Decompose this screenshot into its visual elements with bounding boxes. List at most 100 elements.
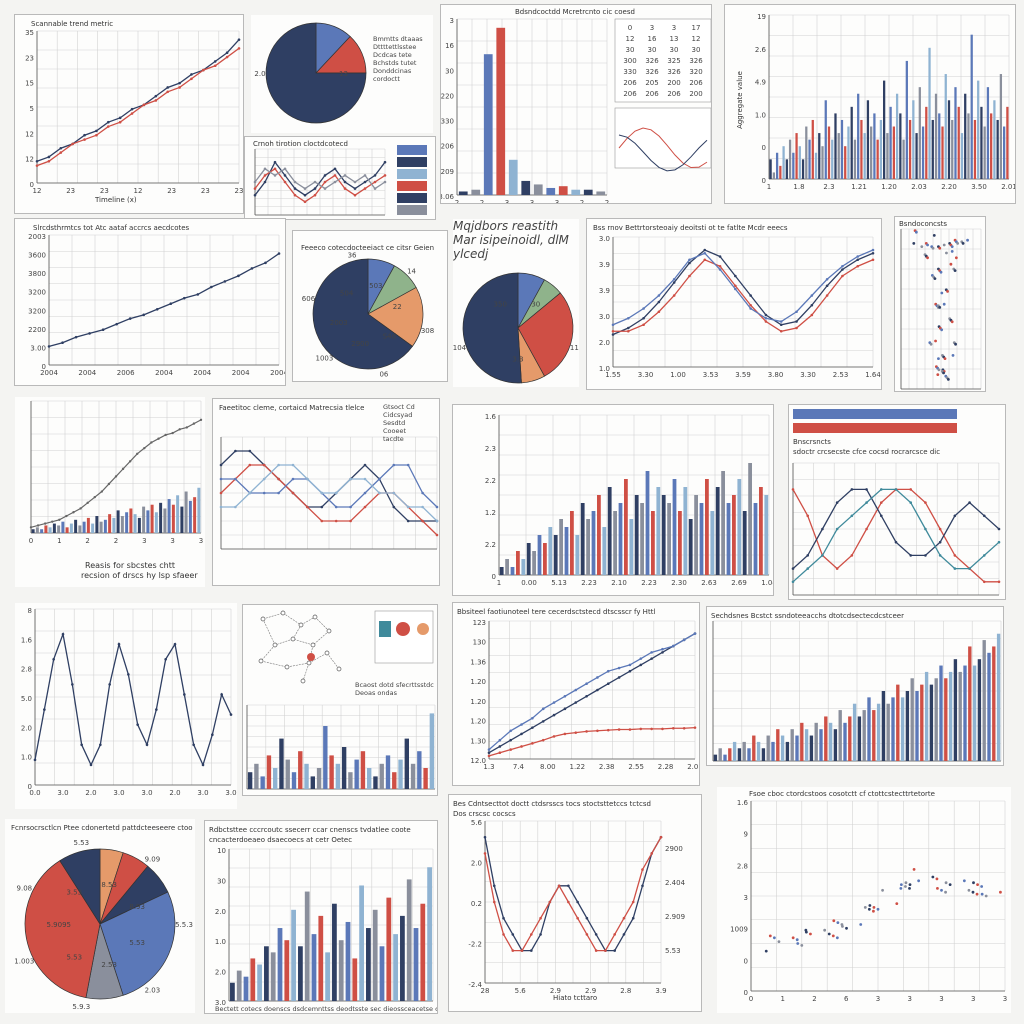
data-point [323,174,327,177]
bar [35,527,39,533]
data-point [511,933,515,936]
data-point [373,180,377,184]
bar [570,511,574,575]
data-point [334,491,338,495]
data-point [574,688,578,692]
data-point [563,732,567,736]
data-point [541,707,545,711]
data-point [59,151,63,154]
bar [298,946,303,1001]
data-point [373,187,377,190]
series-line-C [221,464,438,508]
data-point [130,112,134,115]
bar [980,106,983,179]
data-point [353,180,357,184]
table-cell: 12 [626,35,635,43]
data-point [406,505,410,509]
data-point [688,274,691,278]
bar [645,471,650,575]
data-point [190,77,193,81]
data-point [894,540,898,544]
bar [694,495,698,575]
chart-c17: 123 130 1.36 1.20 1.20 1.20 1.30 12.01.3 7.4 8.00… [470,619,699,771]
data-point [155,307,159,311]
y-tick-label: 0 [492,573,496,581]
bar [963,665,967,761]
scatter-point [936,373,940,376]
data-point [968,567,971,570]
bar [583,189,593,195]
network-edge [260,644,276,662]
data-point [626,326,630,330]
x-tick-label: 2.9 [550,987,561,995]
pie-label: 5.53 [74,839,90,847]
data-point [871,248,875,252]
data-point [277,463,280,467]
data-point [392,491,396,495]
series-line-A [254,160,386,196]
scatter-point [914,230,918,234]
scatter-point [954,342,957,346]
chart-c20: 8.53 9.09 8.93 5.5.3 5.53 2.03 2.53 5.9.3 5.53 1.… [14,839,193,1011]
bar [1006,106,1009,179]
y-tick-label: 1.0 [599,365,610,373]
bar [987,652,991,761]
table-cell: 3 [672,24,676,32]
legend-item: Bchstds tutet [373,59,417,67]
data-point [997,540,1001,544]
x-tick-label: 3 [505,199,509,203]
pie-label: 22 [393,303,402,311]
bar [417,751,422,789]
scatter-point [999,890,1002,894]
data-point [865,488,868,491]
bar [163,508,167,533]
data-point [435,519,439,523]
data-point [879,488,883,491]
bar [112,517,116,533]
x-tick-label: 2.01 [1001,183,1015,191]
bar [393,934,398,1001]
bar [847,126,850,179]
data-point [810,303,814,307]
bar [496,27,506,195]
data-point [953,567,957,570]
data-point [196,293,200,296]
x-tick-label: 2.01 [687,763,699,771]
data-point [924,501,927,504]
chart-c12 [219,436,439,550]
data-point [613,949,616,952]
bar [902,139,905,179]
pie-label: 504 [340,290,354,298]
network-edge [302,662,310,682]
x-tick-label: 3.30 [638,371,654,379]
bar [850,106,853,179]
data-point [155,708,158,711]
bar [586,519,590,575]
data-point [334,505,338,509]
bar [710,511,715,575]
bar [742,741,746,761]
scatter-point [956,242,960,245]
bar [273,768,278,789]
bar [564,527,569,575]
scatter-point [950,250,954,253]
chart-title: Bsndoconcsts [899,220,948,228]
data-point [106,125,110,128]
data-point [190,73,193,76]
pie-label: 110 [570,344,579,352]
y-tick-label: 1.20 [470,698,486,706]
table-frame [614,18,711,103]
bar [310,776,315,789]
data-point [841,264,844,268]
y-tick-label: 5 [30,105,34,113]
table-cell: 206 [623,90,637,98]
x-tick-label: 2.0 [169,789,180,797]
data-point [604,949,607,952]
data-point [263,174,267,177]
data-point [421,491,424,495]
bar [537,535,542,575]
network-edge [326,652,340,670]
data-point [248,491,252,495]
table-cell: 200 [689,90,702,98]
